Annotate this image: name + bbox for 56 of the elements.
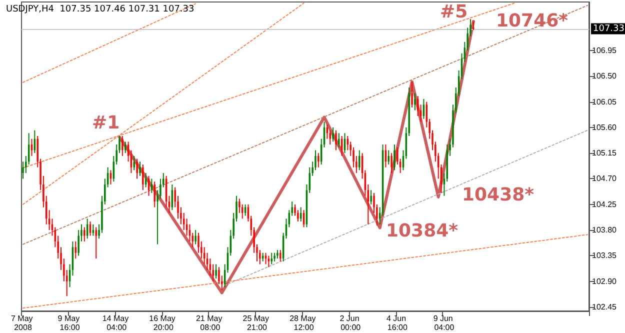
x-tick-label: 21 May 08:00 (196, 314, 224, 332)
candlestick (142, 164, 144, 191)
ref-line-label: 107.33 (593, 24, 624, 34)
candlestick (268, 255, 270, 268)
candlestick (318, 152, 320, 168)
y-tick-label: 105.60 (592, 122, 618, 132)
annotation: #1 (92, 112, 120, 134)
x-tick-label: 14 May 04:00 (102, 314, 131, 332)
candlestick (280, 250, 282, 262)
candlestick (390, 152, 392, 174)
y-tick-label: 105.15 (592, 148, 618, 158)
candlestick (192, 232, 194, 248)
candlestick (332, 126, 334, 142)
candlestick (411, 81, 413, 108)
x-tick-label: 25 May 21:00 (242, 314, 272, 332)
candlestick (194, 230, 196, 245)
x-tick-label: 28 May 12:00 (290, 314, 318, 332)
candlestick (84, 226, 86, 242)
candlestick (136, 158, 138, 180)
candlestick (92, 224, 94, 236)
candlestick (338, 132, 340, 148)
candlestick (122, 135, 124, 156)
candlestick (264, 252, 267, 265)
candlestick (358, 150, 360, 171)
candlestick (270, 252, 272, 265)
x-tick-label: 2 Jun 00:00 (340, 314, 362, 332)
candlestick (370, 190, 372, 205)
annotation: 10384* (386, 220, 459, 242)
y-tick-label: 102.45 (592, 302, 618, 312)
x-tick-label: 4 Jun 16:00 (386, 314, 408, 332)
candlestick (133, 155, 136, 171)
y-tick-label: 103.80 (592, 226, 618, 235)
candlestick (144, 172, 147, 188)
annotation: 10438* (462, 184, 535, 206)
y-tick-label: 104.70 (592, 174, 618, 184)
y-tick-label: 106.95 (592, 46, 618, 55)
candlestick (300, 206, 302, 222)
x-tick-label: 16 May 20:00 (149, 314, 178, 332)
annotation: #5 (440, 2, 468, 22)
candlestick (335, 130, 337, 151)
y-tick-label: 104.25 (592, 200, 618, 209)
y-tick-label: 106.50 (592, 72, 618, 81)
candlestick (95, 226, 97, 260)
y-tick-label: 102.90 (592, 276, 618, 286)
x-tick-label: 9 Jun 04:00 (433, 314, 456, 332)
x-tick-label: 7 May 2008 (10, 314, 35, 332)
y-tick-label: 103.35 (592, 251, 618, 260)
candlestick (244, 204, 246, 216)
candlestick (139, 161, 141, 176)
candlestick (74, 240, 77, 260)
y-tick-label: 106.05 (592, 97, 618, 106)
candlestick (414, 92, 416, 111)
x-tick-label: 9 May 16:00 (58, 314, 82, 332)
candlestick (154, 181, 156, 208)
candlestick (394, 144, 396, 171)
candlestick (215, 264, 217, 280)
